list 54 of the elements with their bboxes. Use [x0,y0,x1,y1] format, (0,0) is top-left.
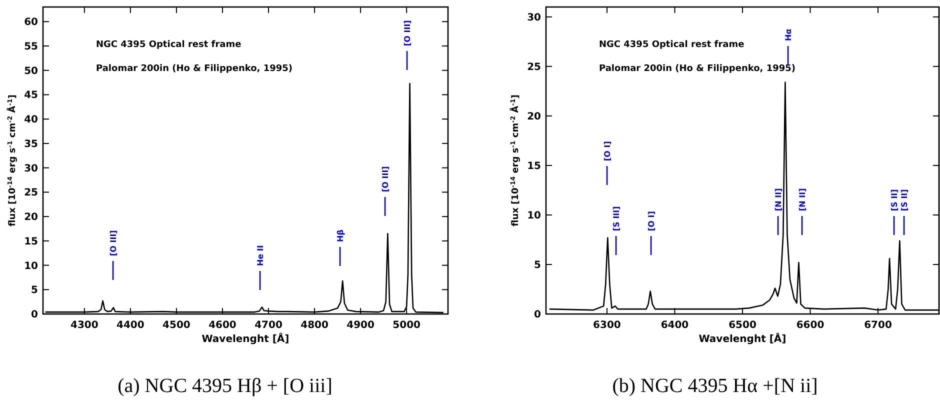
y-tick-label: 25 [527,62,542,73]
y-tick-label: 15 [24,236,38,248]
annotation: Palomar 200in (Ho & Filippenko, 1995) [599,64,796,74]
text: (b) NGC 4395 Hα +[N ii] [612,375,818,397]
y-tick-label: 35 [24,138,38,150]
y-tick-label: 10 [527,210,542,222]
annotation: [S II] [890,189,899,211]
annotation: [O I] [603,141,612,161]
annotation: [O III] [109,230,118,256]
annotation: NGC 4395 Optical rest frame [96,40,242,50]
y-tick-label: 5 [31,285,38,296]
annotation: NGC 4395 Optical rest frame [599,40,744,50]
annotation: [N II] [774,188,783,211]
x-tick-label: 4700 [254,320,282,331]
y-tick-label: 0 [31,310,38,320]
y-tick-label: 10 [24,260,38,272]
annotation: Palomar 200in (Ho & Filippenko, 1995) [96,64,293,74]
x-tick-label: 4500 [162,320,190,331]
y-tick-label: 50 [24,66,38,77]
x-tick-label: 4800 [300,320,328,331]
y-tick-label: 20 [527,111,542,122]
y-tick-label: 40 [24,114,38,126]
annotation: [O III] [381,166,390,192]
annotation: Hα [784,28,793,41]
x-tick-label: 4900 [346,320,375,331]
x-tick-label: 4300 [70,320,98,331]
y-tick-label: 25 [24,188,38,199]
annotation: He II [256,245,265,266]
x-tick-label: 4400 [116,320,144,331]
x-tick-label: 4600 [208,320,236,331]
y-tick-label: 60 [24,17,38,28]
annotation: [S III] [612,206,621,231]
y-tick-label: 0 [534,310,542,320]
text: (a) NGC 4395 Hβ + [O iii] [118,375,332,397]
x-tick-label: 5000 [392,320,421,331]
y-tick-label: 30 [527,12,542,24]
y-tick-label: 15 [527,160,542,172]
annotation: [S II] [900,189,909,211]
y-tick-label: 5 [534,260,542,271]
y-tick-label: 20 [24,212,38,224]
annotation: [N II] [798,188,807,211]
y-tick-label: 45 [24,90,38,102]
annotation: Hβ [336,229,345,242]
y-tick-label: 30 [24,163,38,174]
annotation: [O III] [403,20,412,46]
x-tick-label: 6400 [660,320,689,331]
x-tick-label: 6500 [728,320,756,331]
x-tick-label: 6300 [593,320,621,331]
y-tick-label: 55 [24,41,38,52]
x-axis-title: Wavelenght [Å] [202,332,290,345]
annotation: [O I] [647,211,656,231]
x-axis-title: Wavelenght [Å] [698,332,786,345]
x-tick-label: 6700 [864,320,892,331]
x-tick-label: 6600 [796,320,824,331]
